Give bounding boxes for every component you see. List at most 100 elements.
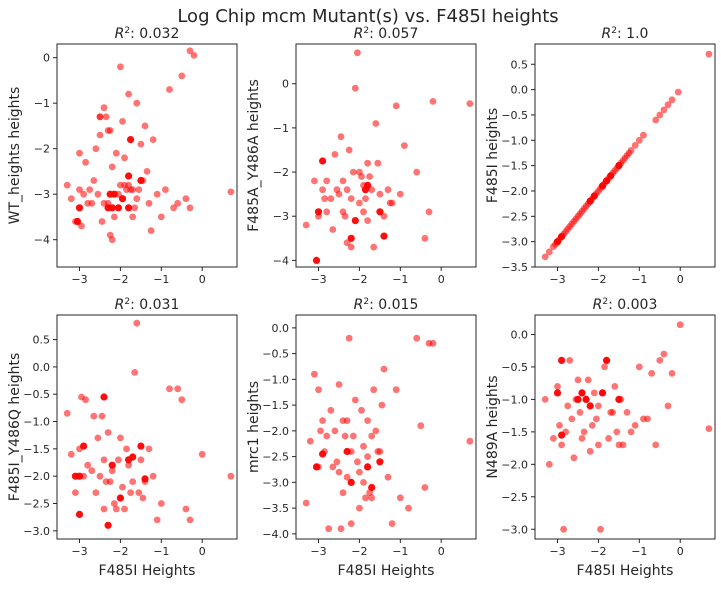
data-point (302, 221, 310, 229)
highlight-point (127, 136, 135, 144)
y-tick-label: −3.0 (262, 476, 289, 489)
highlight-point (586, 402, 594, 410)
data-point (166, 385, 173, 393)
x-axis-label: F485I Heights (577, 563, 674, 579)
highlight-point (100, 393, 108, 401)
x-tick-label: −2 (590, 545, 606, 558)
x-tick-label: 0 (438, 545, 445, 558)
data-point (106, 127, 114, 134)
x-tick-label: 0 (199, 545, 206, 558)
x-tick-label: 0 (199, 273, 206, 286)
data-point (100, 505, 108, 513)
y-tick-label: −1.5 (23, 443, 50, 456)
y-tick-label: −3.5 (501, 261, 528, 274)
data-point (82, 158, 89, 166)
data-point (141, 122, 149, 130)
data-point (345, 146, 353, 154)
subplot-title: R2: 0.015 (354, 297, 419, 313)
highlight-point (114, 204, 122, 212)
data-point (72, 489, 79, 496)
data-point (100, 456, 108, 464)
highlight-point (558, 233, 566, 241)
data-point (664, 402, 672, 410)
data-point (372, 120, 380, 127)
data-point (117, 63, 124, 71)
data-point (174, 199, 182, 207)
data-point (358, 406, 365, 414)
scatter-panel-3: −3 −2 −1 0 −3.5 −3.0 −2.5 −2.0 −1.5 −1.0 −0.5 0.0 0.… (485, 26, 716, 286)
data-point (631, 422, 639, 429)
data-point (315, 386, 322, 394)
data-point (125, 461, 132, 469)
highlight-point (380, 232, 388, 240)
x-tick-label: −2 (112, 545, 128, 558)
highlight-point (137, 176, 145, 185)
y-tick-label: 0.5 (33, 334, 51, 347)
highlight-point (553, 389, 562, 397)
highlight-point (603, 356, 611, 364)
data-point (329, 463, 337, 471)
y-tick-label: −3.0 (23, 525, 50, 538)
data-point (182, 505, 190, 513)
data-point (102, 113, 110, 121)
data-point (112, 505, 120, 513)
data-point (121, 505, 128, 513)
highlight-point (116, 494, 124, 502)
data-point (660, 350, 668, 358)
x-tick-label: −1 (392, 273, 408, 286)
data-point (396, 190, 404, 198)
data-point (372, 427, 380, 435)
data-point (157, 213, 165, 221)
x-tick-label: −2 (351, 545, 367, 558)
data-point (609, 409, 617, 416)
data-point (705, 425, 713, 432)
y-tick-label: −0.5 (262, 348, 289, 361)
y-tick-label: −4 (34, 234, 50, 247)
data-point (82, 396, 89, 404)
data-point (392, 102, 400, 110)
highlight-point (364, 463, 372, 471)
data-point (92, 145, 100, 153)
data-point (341, 432, 349, 440)
data-point (623, 409, 631, 416)
highlight-point (137, 442, 145, 450)
y-tick-label: 0.0 (511, 328, 529, 341)
data-point (595, 402, 602, 410)
data-point (356, 199, 363, 207)
data-point (566, 357, 574, 364)
highlight-point (615, 162, 623, 170)
highlight-point (129, 453, 137, 461)
x-tick-label: −3 (549, 545, 565, 558)
x-tick-label: 0 (677, 545, 684, 558)
data-point (360, 442, 367, 450)
data-point (170, 204, 178, 212)
data-point (88, 199, 96, 207)
data-point (466, 100, 474, 107)
data-point (108, 163, 116, 171)
data-point (339, 177, 347, 185)
highlight-point (590, 192, 598, 200)
scatter-panel-2: −3 −2 −1 0 −4 −3 −2 −1 0 R2: 0.057 F485A_Y486A hei… (246, 26, 477, 286)
data-point (63, 181, 71, 189)
y-tick-label: −2.0 (23, 470, 50, 483)
data-point (652, 441, 660, 449)
y-axis-label: F485I heights (485, 108, 501, 203)
data-point (323, 177, 331, 185)
data-point (349, 432, 357, 440)
data-point (186, 204, 194, 212)
data-point (619, 441, 627, 449)
data-point (149, 136, 157, 144)
data-point (466, 437, 474, 445)
data-point (110, 500, 118, 507)
scatter-panel-4: −3 −2 −1 0 −3.0 −2.5 −2.0 −1.5 −1.0 −0.5 0.0 0.5 R2:… (7, 297, 238, 579)
data-point (364, 417, 371, 424)
data-point (354, 458, 361, 466)
data-point (605, 435, 612, 442)
data-point (378, 401, 386, 409)
data-point (676, 321, 684, 329)
y-tick-label: 0.0 (511, 84, 529, 97)
data-point (133, 319, 141, 327)
y-tick-label: −3.0 (501, 523, 528, 536)
x-tick-label: 0 (677, 273, 684, 286)
data-point (335, 468, 343, 476)
